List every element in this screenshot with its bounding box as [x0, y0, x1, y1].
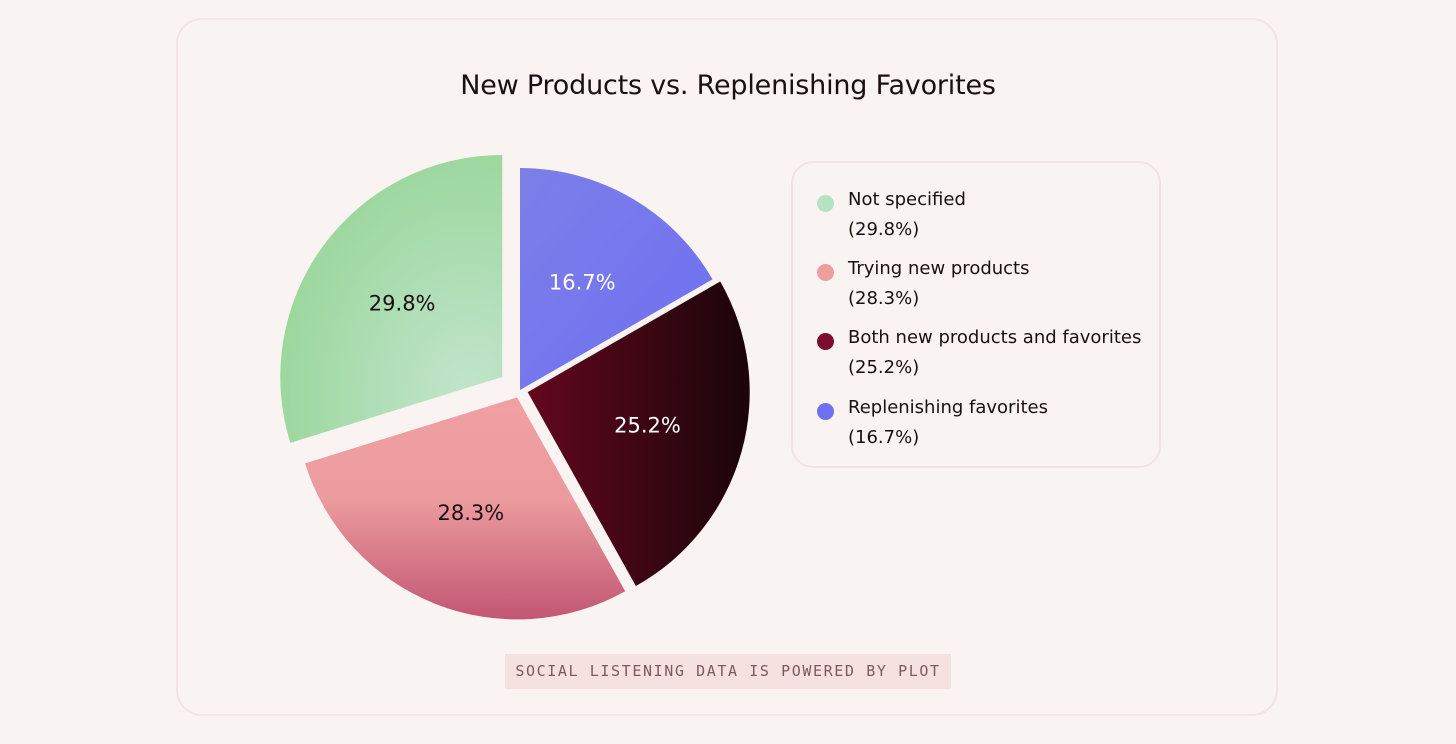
legend: Not specified (29.8%) Trying new product… [791, 161, 1161, 468]
legend-label: Not specified [848, 189, 966, 210]
legend-label: Trying new products [848, 258, 1030, 279]
legend-label: Replenishing favorites [848, 397, 1048, 418]
slice-value-label: 16.7% [549, 270, 616, 294]
footer-credit: SOCIAL LISTENING DATA IS POWERED BY PLOT [505, 654, 951, 689]
legend-percent: (16.7%) [848, 427, 920, 448]
legend-dot-not-specified [817, 195, 834, 212]
legend-dot-replenishing [817, 403, 834, 420]
slice-replenishing-favorites [520, 168, 713, 390]
chart-title: New Products vs. Replenishing Favorites [460, 70, 996, 101]
slice-value-label: 29.8% [369, 291, 436, 315]
legend-percent: (29.8%) [848, 219, 920, 240]
slice-both-new-and-favorites [527, 281, 750, 586]
slice-value-label: 25.2% [614, 413, 681, 437]
legend-label: Both new products and favorites [848, 327, 1142, 348]
legend-percent: (28.3%) [848, 288, 920, 309]
legend-item: Both new products and favorites (25.2%) [817, 323, 1141, 383]
legend-dot-trying-new [817, 264, 834, 281]
legend-item: Replenishing favorites (16.7%) [817, 393, 1048, 453]
legend-item: Not specified (29.8%) [817, 185, 966, 245]
legend-percent: (25.2%) [848, 357, 920, 378]
slice-value-label: 28.3% [438, 501, 505, 525]
slice-trying-new-products [305, 397, 626, 620]
legend-dot-both [817, 333, 834, 350]
slice-not-specified [280, 154, 503, 443]
legend-item: Trying new products (28.3%) [817, 254, 1030, 314]
